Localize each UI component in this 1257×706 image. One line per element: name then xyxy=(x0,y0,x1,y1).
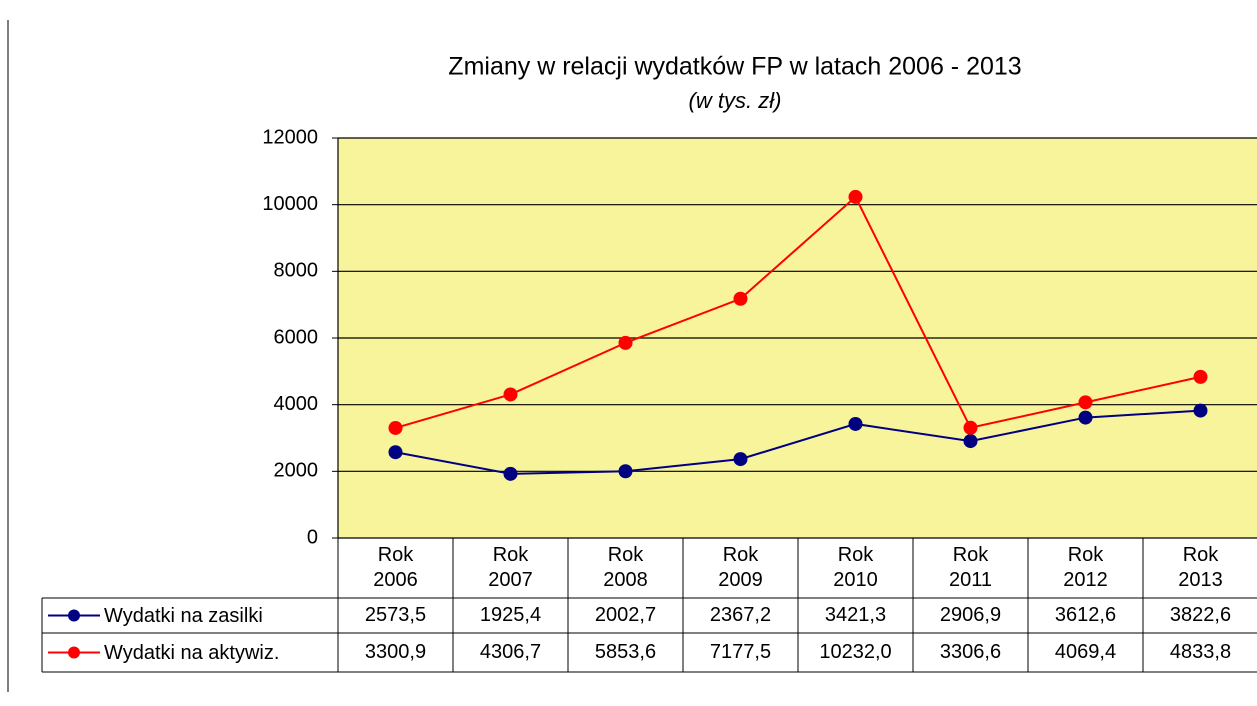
x-tick-label: Rok 2009 xyxy=(718,544,763,591)
y-tick-label: 12000 xyxy=(262,126,318,148)
data-point xyxy=(963,434,978,449)
series-line xyxy=(395,409,1201,475)
data-point xyxy=(1193,403,1208,418)
legend-marker xyxy=(68,609,80,622)
x-tick-label: Rok 2013 xyxy=(1178,544,1223,591)
value-label: 1925,4 xyxy=(479,604,542,626)
data-point xyxy=(1078,395,1093,410)
data-point xyxy=(618,335,633,350)
chart-subtitle: (w tys. zł) xyxy=(689,88,782,113)
data-point xyxy=(1193,369,1208,384)
y-tick-label: 4000 xyxy=(274,393,319,415)
data-point xyxy=(503,387,518,402)
value-label: 2367,2 xyxy=(709,604,772,626)
y-tick-label: 8000 xyxy=(274,260,319,282)
data-point xyxy=(388,445,403,460)
value-label: 3822,6 xyxy=(1169,604,1232,626)
value-label: 4833,8 xyxy=(1169,641,1232,663)
x-tick-label: Rok 2012 xyxy=(1063,544,1108,591)
value-label: 10232,0 xyxy=(819,641,892,663)
x-tick-label: Rok 2011 xyxy=(948,544,992,591)
value-label: 7177,5 xyxy=(709,641,772,663)
y-tick-label: 2000 xyxy=(274,460,319,482)
value-label: 3612,6 xyxy=(1054,604,1117,626)
y-tick-label: 10000 xyxy=(262,193,318,215)
data-point xyxy=(618,464,633,479)
y-tick-label: 6000 xyxy=(274,326,319,348)
series-line xyxy=(395,195,1201,429)
data-point xyxy=(388,420,403,435)
legend-label: Wydatki na aktywiz. xyxy=(104,642,279,664)
data-point xyxy=(848,416,863,431)
value-label: 4069,4 xyxy=(1054,641,1117,663)
x-tick-label: Rok 2006 xyxy=(373,544,418,591)
x-tick-label: Rok 2007 xyxy=(488,544,533,591)
value-label: 2573,5 xyxy=(364,604,427,626)
value-label: 3306,6 xyxy=(939,641,1002,663)
value-label: 3300,9 xyxy=(364,641,427,663)
value-label: 3421,3 xyxy=(824,604,887,626)
data-point xyxy=(733,452,748,467)
y-tick-label: 0 xyxy=(307,526,318,548)
data-point xyxy=(1078,410,1093,425)
value-label: 5853,6 xyxy=(594,641,657,663)
data-point xyxy=(963,420,978,435)
legend-label: Wydatki na zasilki xyxy=(104,605,263,627)
data-point xyxy=(733,291,748,306)
value-label: 4306,7 xyxy=(479,641,542,663)
x-tick-label: Rok 2010 xyxy=(833,544,878,591)
x-tick-label: Rok 2008 xyxy=(603,544,648,591)
data-point xyxy=(503,466,518,481)
data-point xyxy=(848,189,863,204)
chart-title: Zmiany w relacji wydatków FP w latach 20… xyxy=(448,53,1021,81)
value-label: 2002,7 xyxy=(594,604,657,626)
legend-marker xyxy=(68,646,80,659)
value-label: 2906,9 xyxy=(939,604,1002,626)
